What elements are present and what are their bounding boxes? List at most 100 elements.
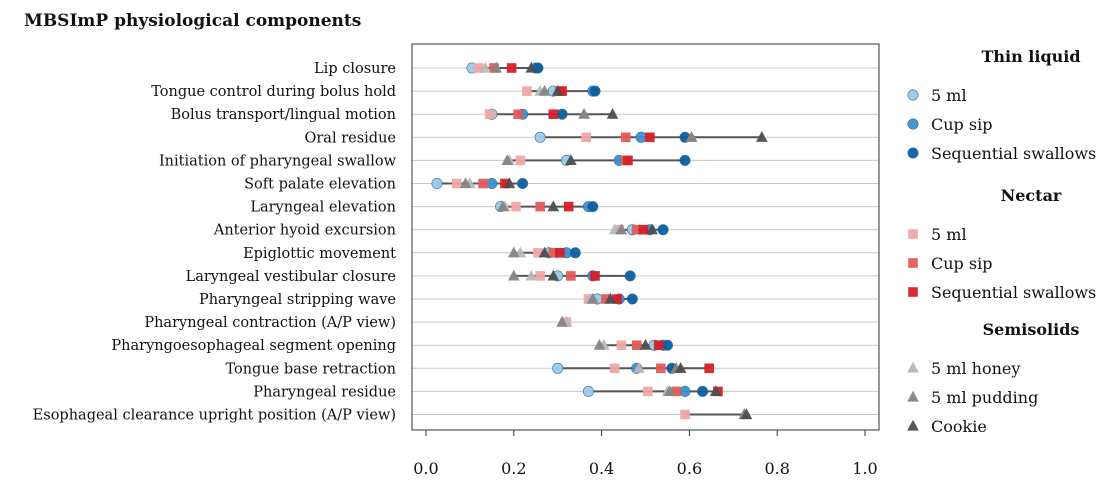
row-label: Laryngeal vestibular closure [186,269,396,285]
legend-marker [907,147,919,159]
data-point [501,154,514,165]
row-label: Pharyngeal stripping wave [199,292,396,308]
row-label: Laryngeal elevation [250,200,396,216]
row-label: Pharyngeal residue [253,384,396,400]
data-point [551,84,564,96]
legend-marker [907,390,919,402]
row-label: Tongue control during bolus hold [151,84,396,100]
data-point [633,362,645,373]
data-point [601,294,611,304]
row-label: Esophageal clearance upright position (A… [33,408,396,424]
data-point [663,385,676,396]
data-point [548,109,559,119]
data-point [522,86,532,96]
data-point [547,269,560,281]
data-point [609,363,620,374]
legend-label: Sequential swallows [931,144,1096,163]
data-point [631,224,642,235]
data-point [535,271,545,281]
legend-label: Cup sip [931,254,992,273]
data-point [680,409,690,420]
data-point [593,339,606,350]
x-tick-label: 0.4 [589,459,614,478]
data-point [451,178,462,189]
legend-label: Cookie [931,417,987,436]
data-point [535,201,545,212]
row-labels: Lip closure Tongue control during bolus h… [33,61,397,424]
row-label: Pharyngoesophageal segment opening [111,338,396,354]
data-point [615,223,628,235]
data-point [459,177,472,189]
data-point [565,154,577,165]
x-tick-label: 0.6 [677,459,702,478]
data-point [547,200,560,212]
data-point [552,362,564,374]
data-point [645,132,655,143]
legend-marker [908,258,918,268]
data-point [704,363,714,374]
data-point [631,340,642,350]
data-point [653,340,664,350]
data-point [566,271,576,281]
x-tick-label: 0.8 [764,459,789,478]
data-point [490,61,503,73]
data-point [642,386,653,397]
data-point [497,200,509,212]
legend-group-title: Nectar [1001,186,1062,205]
data-point [656,363,666,374]
data-point [515,155,526,166]
data-point [486,178,498,190]
data-point [740,408,753,420]
data-point [606,108,619,119]
legend-label: 5 ml [931,225,967,244]
legend-marker [907,419,919,431]
data-point [538,84,551,96]
data-point [587,292,599,304]
row-label: Initiation of pharyngeal swallow [159,153,397,169]
data-point [508,269,520,281]
data-point [697,385,709,397]
legend-marker [907,118,919,130]
data-point [538,246,551,258]
data-point [473,63,484,73]
legend-marker [908,229,918,239]
chart-title: MBSImP physiological components [24,11,361,31]
legend-label: 5 ml [931,86,967,105]
data-point [679,385,691,397]
data-point [646,223,658,235]
data-point [479,61,492,73]
x-axis: 0.0 0.2 0.4 0.6 0.8 1.0 [413,430,878,478]
data-point [638,224,649,235]
legend-group-title: Semisolids [983,320,1080,339]
data-point [517,178,529,190]
legend-label: Sequential swallows [931,283,1096,302]
data-point [511,201,521,212]
data-point [431,178,443,190]
data-point [548,248,559,258]
legend-label: 5 ml honey [931,359,1020,378]
row-label: Lip closure [314,61,396,77]
legend-label: 5 ml pudding [931,388,1038,407]
data-point [484,109,495,119]
data-point [679,154,691,166]
data-point [620,132,631,143]
data-point [589,85,601,97]
data-point [756,131,768,142]
legend-marker [907,89,919,101]
data-point [534,131,546,143]
data-point [616,340,627,350]
row-label: Epiglottic movement [243,246,396,262]
data-point [587,201,599,213]
data-point [525,61,538,73]
data-point [508,246,520,258]
x-tick-label: 0.2 [501,459,526,478]
data-point [612,294,622,304]
data-point [604,292,617,304]
data-point [556,108,568,120]
data-point [555,248,565,258]
row-label: Bolus transport/lingual motion [171,107,396,123]
row-label: Tongue base retraction [225,361,396,377]
data-point [624,270,636,282]
row-label: Pharyngeal contraction (A/P view) [144,315,396,331]
